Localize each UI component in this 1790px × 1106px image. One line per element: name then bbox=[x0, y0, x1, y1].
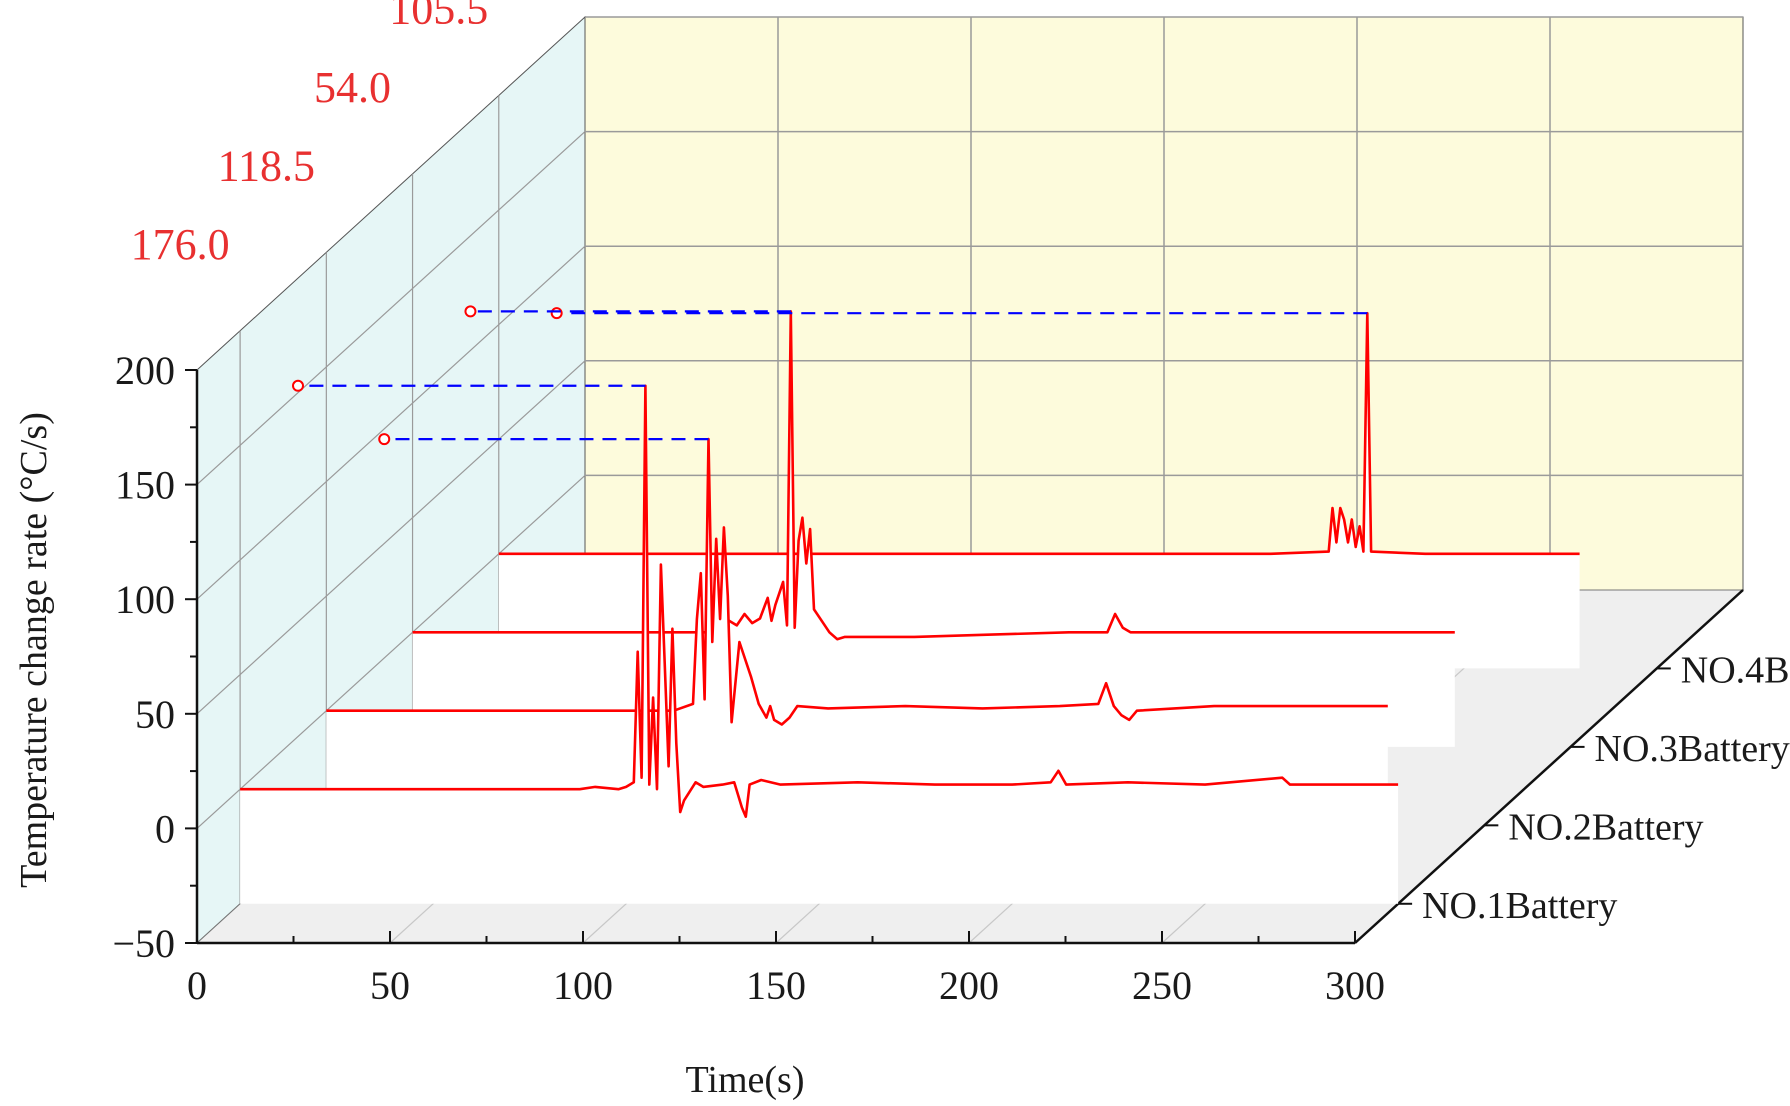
x-tick-label: 200 bbox=[939, 963, 999, 1008]
grid-line-side bbox=[196, 131, 586, 486]
series-axis-label: NO.3Battery bbox=[1595, 728, 1790, 770]
grid-line-side bbox=[196, 360, 586, 715]
chart-axes bbox=[185, 369, 1744, 945]
series-axis-label: NO.1Battery bbox=[1422, 885, 1617, 927]
y-tick-label: −50 bbox=[112, 921, 175, 966]
peak-value-label: 118.5 bbox=[218, 141, 315, 190]
series-line bbox=[498, 311, 1580, 556]
series-line bbox=[412, 310, 1455, 641]
peak-value-label: 105.5 bbox=[389, 0, 488, 33]
series-axis-label: NO.2Battery bbox=[1508, 806, 1703, 848]
y-tick-label: 0 bbox=[155, 806, 175, 851]
peak-guide-layer bbox=[292, 305, 1368, 446]
x-tick-label: 250 bbox=[1132, 963, 1192, 1008]
series-fill bbox=[240, 385, 1399, 904]
peak-marker bbox=[378, 433, 391, 446]
y-tick-label: 100 bbox=[115, 577, 175, 622]
y-axis-title: Temperature change rate (°C/s) bbox=[13, 412, 55, 888]
series-layer bbox=[240, 310, 1580, 904]
peak-marker bbox=[292, 379, 305, 392]
series-fill bbox=[326, 439, 1388, 826]
x-tick-label: 50 bbox=[370, 963, 410, 1008]
x-tick-label: 300 bbox=[1325, 963, 1385, 1008]
x-tick-label: 150 bbox=[746, 963, 806, 1008]
y-tick-label: 200 bbox=[115, 348, 175, 393]
series-axis-label: NO.4Battery bbox=[1681, 649, 1790, 691]
peak-value-label: 54.0 bbox=[314, 63, 391, 112]
series-fill bbox=[498, 313, 1580, 669]
x-tick-label: 0 bbox=[187, 963, 207, 1008]
series-line bbox=[240, 384, 1399, 819]
peak-value-label: 176.0 bbox=[131, 220, 230, 269]
peak-marker bbox=[464, 305, 477, 318]
x-axis-title: Time(s) bbox=[686, 1059, 805, 1101]
y-tick-label: 50 bbox=[135, 692, 175, 737]
tick-label-layer: 0 50 100 150 200 250 300 −50 0 50 100 150 200 NO.4Bat… bbox=[112, 0, 1790, 1008]
depth-axis-line bbox=[1354, 589, 1744, 944]
series-line bbox=[326, 437, 1388, 726]
y-tick-label: 150 bbox=[115, 463, 175, 508]
peak-marker bbox=[550, 307, 563, 320]
x-tick-label: 100 bbox=[553, 963, 613, 1008]
grid-line-side bbox=[196, 245, 586, 600]
grid-line-side bbox=[196, 474, 586, 829]
